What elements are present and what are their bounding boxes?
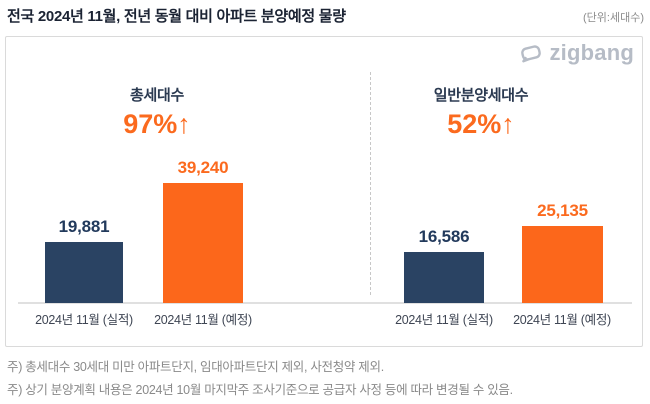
group-change-general: 52%↑ <box>447 109 515 139</box>
bar-rect-orange <box>163 183 243 303</box>
x-label-general-actual: 2024년 11월 (실적) <box>395 313 493 327</box>
zigbang-logo-text: zigbang <box>549 40 634 65</box>
group-header-total: 총세대수 97%↑ <box>57 84 257 140</box>
bar-general-actual: 16,586 <box>404 227 484 303</box>
unit-label: (단위:세대수) <box>583 12 644 24</box>
group-title-general: 일반분양세대수 <box>433 87 529 104</box>
bar-rect-navy <box>404 252 484 303</box>
x-label-total-forecast: 2024년 11월 (예정) <box>154 313 252 327</box>
footnote-1: 주) 총세대수 30세대 미만 아파트단지, 임대아파트단지 제외, 사전청약 … <box>7 360 384 374</box>
group-header-general: 일반분양세대수 52%↑ <box>381 84 581 140</box>
x-label-total-actual: 2024년 11월 (실적) <box>35 313 133 327</box>
zigbang-logo: zigbang <box>518 42 634 64</box>
group-title-total: 총세대수 <box>129 87 184 104</box>
zigbang-speech-bubble-icon <box>518 42 544 64</box>
group-change-total: 97%↑ <box>123 109 191 139</box>
group-divider-line <box>370 72 371 295</box>
footnote-2: 주) 상기 분양계획 내용은 2024년 10월 마지막주 조사기준으로 공급자… <box>7 383 513 397</box>
bar-general-forecast: 25,135 <box>522 201 603 303</box>
bar-value-label: 39,240 <box>177 158 229 177</box>
bar-value-label: 25,135 <box>537 201 588 220</box>
page-title: 전국 2024년 11월, 전년 동월 대비 아파트 분양예정 물량 <box>7 8 346 25</box>
x-label-general-forecast: 2024년 11월 (예정) <box>513 313 611 327</box>
bar-rect-navy <box>45 242 123 303</box>
x-axis-line <box>18 302 632 304</box>
bar-total-actual: 19,881 <box>45 217 123 303</box>
bar-value-label: 16,586 <box>418 227 470 246</box>
bar-total-forecast: 39,240 <box>163 158 243 303</box>
bar-value-label: 19,881 <box>58 217 110 236</box>
bar-rect-orange <box>522 226 603 303</box>
